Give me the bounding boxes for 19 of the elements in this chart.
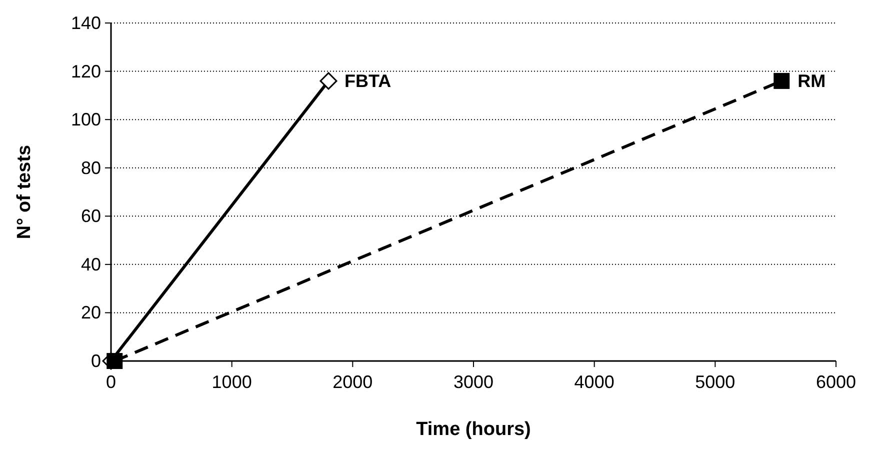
x-tick-label: 6000 — [816, 372, 856, 392]
y-tick-label: 100 — [70, 110, 101, 130]
x-axis-title: Time (hours) — [416, 419, 531, 440]
y-tick-label: 40 — [80, 254, 101, 274]
series-label: RM — [798, 70, 826, 91]
x-tick-label: 4000 — [574, 372, 614, 392]
y-tick-label: 120 — [70, 61, 101, 82]
x-tick-label: 0 — [106, 372, 116, 392]
y-axis-title: N° of tests — [14, 144, 35, 240]
x-tick-label: 3000 — [453, 372, 494, 392]
y-tick-label: 80 — [80, 158, 101, 178]
x-tick-label: 1000 — [212, 372, 252, 392]
y-tick-label: 20 — [80, 302, 101, 323]
x-tick-label: 2000 — [332, 372, 373, 392]
y-tick-label: 0 — [90, 351, 101, 371]
y-tick-label: 60 — [80, 206, 101, 226]
series-label: FBTA — [344, 70, 392, 91]
y-tick-label: 140 — [70, 13, 101, 33]
x-tick-label: 5000 — [695, 372, 736, 392]
